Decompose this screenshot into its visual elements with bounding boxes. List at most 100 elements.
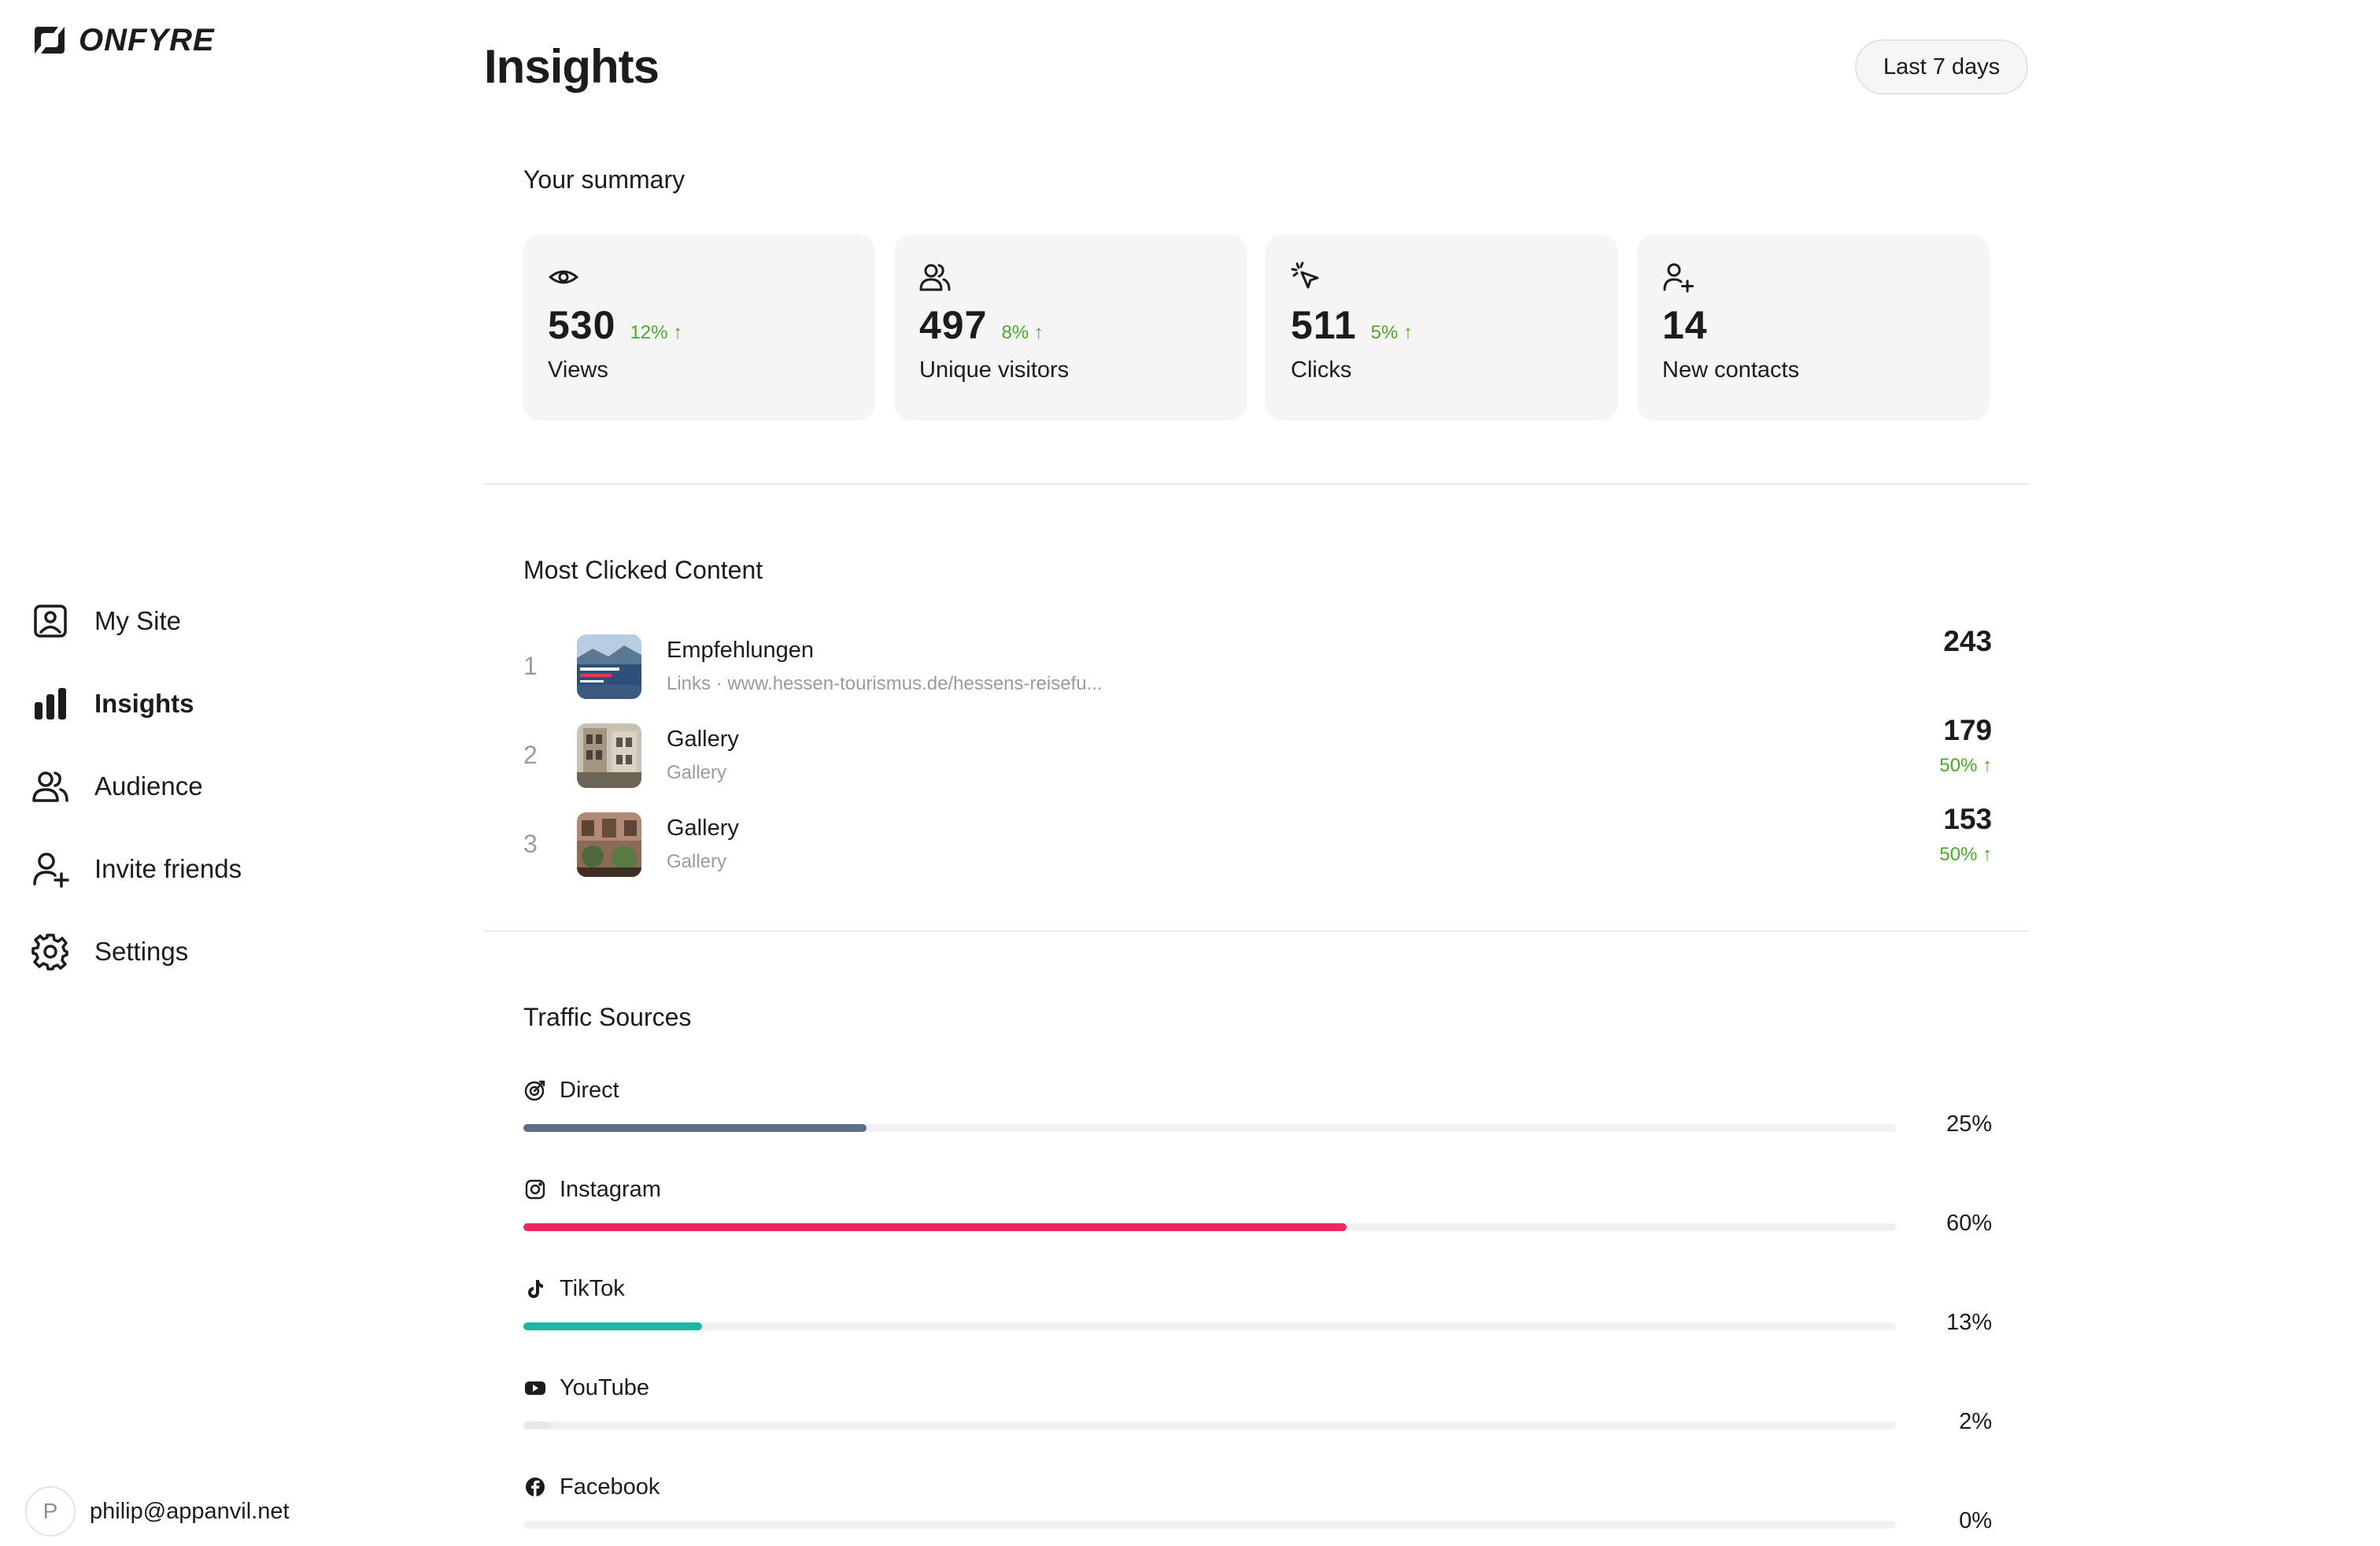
- content-title: Gallery: [667, 816, 739, 841]
- add-user-icon: [31, 850, 69, 888]
- stat-card-new-contacts: 14 New contacts: [1637, 235, 1990, 420]
- list-item[interactable]: 3 Gallery Gallery 153 50% ↑: [523, 800, 1992, 889]
- stat-card-clicks: 511 5% ↑ Clicks: [1266, 235, 1618, 420]
- traffic-source-youtube: YouTube 2%: [523, 1368, 1992, 1467]
- sidebar-nav: My Site Insights Audience: [31, 579, 242, 993]
- content-subtitle: Links · www.hessen-tourismus.de/hessens-…: [667, 673, 1103, 694]
- stat-value: 511: [1291, 303, 1357, 347]
- sidebar-item-invite-friends[interactable]: Invite friends: [31, 827, 242, 910]
- stat-value: 530: [548, 303, 616, 347]
- content-title: Empfehlungen: [667, 638, 815, 663]
- page-title: Insights: [484, 40, 660, 93]
- traffic-source-name: YouTube: [560, 1374, 649, 1400]
- stat-delta: 5% ↑: [1370, 322, 1414, 343]
- stat-delta: 8% ↑: [1001, 322, 1044, 343]
- list-item[interactable]: 2 Gallery Gallery 179 50% ↑: [523, 711, 1992, 800]
- content-subtitle: Gallery: [667, 762, 727, 783]
- traffic-bar-fill: [523, 1422, 551, 1429]
- stat-label: Unique visitors: [919, 357, 1070, 383]
- bar-chart-icon: [31, 685, 69, 723]
- stat-card-unique-visitors: 497 8% ↑ Unique visitors: [894, 235, 1247, 420]
- sidebar-item-label: Audience: [94, 771, 203, 801]
- date-range-button[interactable]: Last 7 days: [1855, 39, 2028, 94]
- sidebar-item-insights[interactable]: Insights: [31, 662, 242, 745]
- users-icon: [919, 261, 951, 293]
- avatar: P: [25, 1486, 76, 1537]
- account-email: philip@appanvil.net: [90, 1498, 290, 1524]
- stat-label: New contacts: [1662, 357, 1800, 383]
- traffic-bar-fill: [523, 1322, 702, 1330]
- content-thumbnail: [577, 812, 641, 877]
- eye-icon: [548, 261, 579, 293]
- brand-logo[interactable]: ONFYRE: [31, 22, 215, 58]
- sidebar-item-label: My Site: [94, 605, 182, 635]
- tiktok-icon: [523, 1277, 547, 1300]
- divider: [484, 483, 2029, 485]
- list-item[interactable]: 1 Empfehlungen Links · www.hessen-touris…: [523, 622, 1992, 711]
- summary-title: Your summary: [523, 165, 686, 194]
- users-icon: [31, 767, 69, 805]
- traffic-source-name: Instagram: [560, 1176, 661, 1202]
- click-count: 179: [1943, 714, 1992, 746]
- instagram-icon: [523, 1178, 547, 1201]
- sidebar-item-audience[interactable]: Audience: [31, 745, 242, 827]
- profile-card-icon: [31, 602, 69, 640]
- traffic-percent: 25%: [1946, 1111, 1992, 1137]
- traffic-bar-track: [523, 1322, 1896, 1330]
- content-thumbnail: [577, 723, 641, 788]
- stat-card-views: 530 12% ↑ Views: [523, 235, 875, 420]
- stat-value: 497: [919, 303, 988, 347]
- summary-cards: 530 12% ↑ Views 497 8% ↑ Unique visitors: [523, 235, 1990, 420]
- click-count: 153: [1943, 803, 1992, 835]
- click-delta: 50% ↑: [1939, 755, 1992, 776]
- traffic-source-facebook: Facebook 0%: [523, 1467, 1992, 1546]
- brand-name: ONFYRE: [79, 22, 215, 57]
- traffic-bar-track: [523, 1422, 1896, 1429]
- traffic-source-instagram: Instagram 60%: [523, 1170, 1992, 1269]
- sidebar-item-label: Invite friends: [94, 853, 242, 883]
- traffic-source-direct: Direct 25%: [523, 1071, 1992, 1170]
- traffic-percent: 2%: [1959, 1409, 1992, 1434]
- traffic-bar-fill: [523, 1124, 867, 1132]
- content-thumbnail: [577, 634, 641, 699]
- traffic-percent: 0%: [1959, 1508, 1992, 1533]
- traffic-bar-fill: [523, 1223, 1347, 1231]
- click-delta: 50% ↑: [1939, 844, 1992, 865]
- content-subtitle: Gallery: [667, 851, 727, 872]
- traffic-source-tiktok: TikTok 13%: [523, 1269, 1992, 1368]
- stat-delta: 12% ↑: [630, 322, 683, 343]
- traffic-source-name: Direct: [560, 1077, 619, 1103]
- sidebar-item-label: Insights: [94, 688, 194, 718]
- traffic-source-name: Facebook: [560, 1474, 660, 1500]
- traffic-bar-track: [523, 1124, 1896, 1132]
- most-clicked-list: 1 Empfehlungen Links · www.hessen-touris…: [523, 622, 1992, 889]
- sidebar-item-label: Settings: [94, 936, 189, 966]
- traffic-sources-title: Traffic Sources: [523, 1003, 692, 1031]
- account-menu[interactable]: P philip@appanvil.net: [25, 1486, 290, 1537]
- direct-icon: [523, 1078, 547, 1102]
- traffic-bar-track: [523, 1521, 1896, 1529]
- stat-label: Views: [548, 357, 608, 383]
- add-user-icon: [1662, 261, 1694, 293]
- rank-number: 2: [523, 741, 538, 769]
- content-title: Gallery: [667, 727, 739, 752]
- youtube-icon: [523, 1376, 547, 1400]
- onfyre-logo-icon: [35, 27, 65, 54]
- traffic-source-name: TikTok: [560, 1275, 625, 1301]
- rank-number: 1: [523, 652, 538, 680]
- sidebar-item-my-site[interactable]: My Site: [31, 579, 242, 662]
- traffic-percent: 60%: [1946, 1211, 1992, 1236]
- divider: [484, 930, 2029, 932]
- most-clicked-title: Most Clicked Content: [523, 556, 763, 584]
- traffic-sources-list: Direct 25% Instagram 60%: [523, 1071, 1992, 1546]
- rank-number: 3: [523, 830, 538, 858]
- stat-value: 14: [1662, 303, 1708, 347]
- facebook-icon: [523, 1475, 547, 1499]
- stat-label: Clicks: [1291, 357, 1352, 383]
- gear-icon: [31, 933, 69, 971]
- traffic-bar-track: [523, 1223, 1896, 1231]
- click-count: 243: [1943, 625, 1992, 657]
- sidebar-item-settings[interactable]: Settings: [31, 910, 242, 993]
- traffic-percent: 13%: [1946, 1310, 1992, 1335]
- cursor-click-icon: [1291, 261, 1322, 293]
